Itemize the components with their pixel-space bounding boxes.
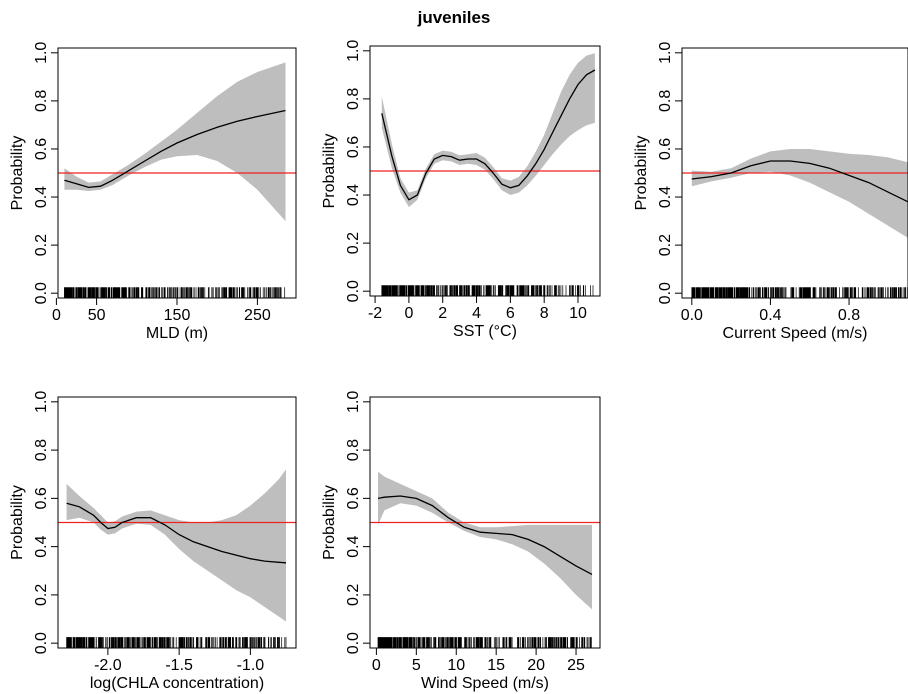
rug-marks [691,287,908,298]
x-tick-label: -2 [368,305,382,322]
y-tick-label: 0.2 [33,584,50,606]
y-tick-label: 0.4 [345,184,362,206]
x-tick-label: -2.0 [94,657,122,674]
x-tick-label: 0.4 [759,307,781,324]
y-tick-label: 0.6 [657,138,674,160]
y-tick-label: 1.0 [33,42,50,64]
y-tick-label: 0.4 [33,186,50,208]
y-tick-label: 0.0 [33,632,50,654]
y-axis-label: Probability [9,485,26,560]
x-tick-label: 50 [88,307,106,324]
chart-panel-1: 0.0 0.2 0.4 0.6 0.8 1.0 0 50 150 250 MLD (m) Probab… [9,42,297,342]
rug-marks [381,285,594,296]
y-tick-label: 0.8 [33,90,50,112]
plot-area [58,62,296,298]
x-axis-label: log(CHLA concentration) [90,675,264,692]
plot-area [370,53,600,296]
y-tick-label: 0.2 [345,232,362,254]
x-axis-label: SST (°C) [453,323,517,340]
y-tick-label: 0.4 [33,535,50,557]
x-tick-label: 0 [372,657,381,674]
x-tick-label: 20 [527,657,545,674]
y-tick-label: 0.4 [657,186,674,208]
plot-area [58,469,296,648]
x-tick-label: 0 [52,307,61,324]
y-tick-label: 1.0 [33,391,50,413]
y-axis-label: Probability [9,136,26,211]
plot-area [370,471,600,648]
figure-title: juveniles [417,8,491,27]
x-axis-label: Current Speed (m/s) [723,325,868,342]
y-tick-label: 0.0 [33,282,50,304]
rug-marks [64,287,286,298]
plot-area [682,149,908,298]
confidence-band [378,471,592,610]
y-tick-label: 0.6 [345,136,362,158]
chart-panel-5: 0.0 0.2 0.4 0.6 0.8 1.0 0 5 10 15 20 25 Wind Speed (… [321,391,601,692]
x-tick-label: 6 [506,305,515,322]
fitted-line [64,109,286,189]
fitted-line [691,160,908,203]
y-tick-label: 0.8 [345,439,362,461]
y-axis-label: Probability [633,136,650,211]
x-tick-label: 0.0 [681,307,703,324]
y-tick-label: 1.0 [345,40,362,62]
plot-frame [57,396,297,649]
y-axis-label: Probability [321,134,338,209]
x-tick-label: 4 [472,305,481,322]
plot-frame [369,45,601,297]
y-tick-label: 0.0 [657,282,674,304]
chart-panel-2: 0.0 0.2 0.4 0.6 0.8 1.0 -2 0 2 4 6 8 10 SST (°C) Proba… [321,40,601,340]
y-tick-label: 0.6 [345,487,362,509]
y-tick-label: 0.0 [345,632,362,654]
fitted-line [381,69,596,201]
y-tick-label: 0.8 [345,88,362,110]
y-axis-label: Probability [321,485,338,560]
x-tick-label: 25 [567,657,585,674]
confidence-band [66,469,286,622]
y-tick-label: 0.4 [345,535,362,557]
x-tick-label: 250 [244,307,271,324]
y-tick-label: 0.6 [33,138,50,160]
x-tick-label: 8 [540,305,549,322]
x-tick-label: 0.8 [838,307,860,324]
fitted-line [66,502,287,564]
y-tick-label: 0.0 [345,280,362,302]
confidence-band [381,53,595,208]
x-axis-label: MLD (m) [146,325,208,342]
x-tick-label: 2 [438,305,447,322]
x-tick-label: -1.0 [237,657,265,674]
x-tick-label: 5 [412,657,421,674]
x-tick-label: 10 [569,305,587,322]
x-tick-label: 0 [404,305,413,322]
y-tick-label: 0.6 [33,487,50,509]
y-tick-label: 0.2 [33,234,50,256]
confidence-band [64,62,286,222]
y-tick-label: 0.8 [33,439,50,461]
x-tick-label: 15 [487,657,505,674]
plot-frame [681,47,908,299]
fitted-line [377,495,593,575]
x-tick-label: -1.5 [165,657,193,674]
x-tick-label: 10 [447,657,465,674]
x-tick-label: 150 [164,307,191,324]
y-tick-label: 1.0 [345,391,362,413]
x-axis-label: Wind Speed (m/s) [421,675,549,692]
y-tick-label: 0.2 [657,234,674,256]
y-tick-label: 0.2 [345,584,362,606]
rug-marks [377,637,592,648]
rug-marks [66,637,287,648]
plot-frame [369,396,601,649]
confidence-band [691,149,908,238]
y-tick-label: 1.0 [657,42,674,64]
y-tick-label: 0.8 [657,90,674,112]
